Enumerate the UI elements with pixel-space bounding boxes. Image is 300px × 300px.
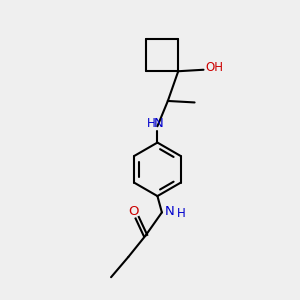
Text: OH: OH: [206, 61, 224, 74]
Text: N: N: [154, 117, 164, 130]
Text: O: O: [128, 205, 139, 218]
Text: H: H: [177, 207, 185, 220]
Text: N: N: [165, 205, 175, 218]
Text: H: H: [146, 117, 155, 130]
